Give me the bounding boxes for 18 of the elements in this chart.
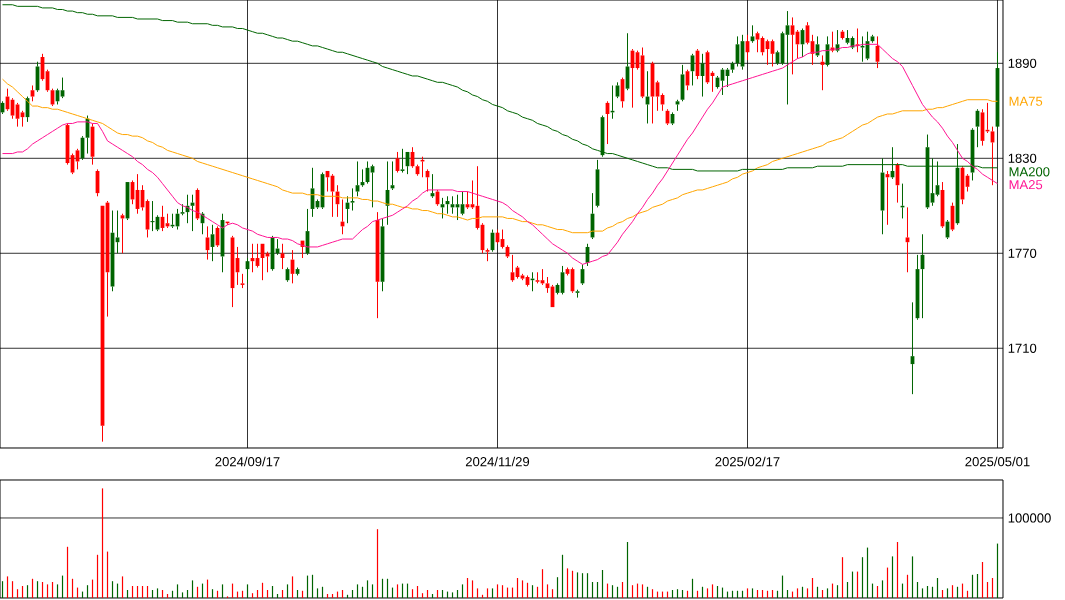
series-label: MA200 — [1009, 167, 1050, 177]
series-label: MA75 — [1009, 96, 1043, 106]
candlestick — [575, 289, 580, 299]
x-tick-label: 2024/09/17 — [215, 456, 280, 467]
candlestick — [485, 248, 490, 262]
x-tick-label: 2025/02/17 — [715, 456, 780, 467]
y-tick-label: 1710 — [1008, 343, 1037, 353]
candlestick — [400, 148, 405, 174]
y-tick-label: 1830 — [1008, 153, 1037, 163]
series-label: MA25 — [1009, 180, 1043, 190]
y-tick-label: 1890 — [1008, 58, 1037, 68]
candlestick — [350, 187, 355, 212]
x-tick-label: 2024/11/29 — [465, 456, 530, 467]
y-tick-label: 1770 — [1008, 248, 1037, 258]
candlestick — [535, 271, 540, 284]
candlestick — [240, 273, 245, 289]
x-tick-label: 2025/05/01 — [965, 456, 1030, 467]
y-tick-label: 100000 — [1008, 513, 1051, 523]
